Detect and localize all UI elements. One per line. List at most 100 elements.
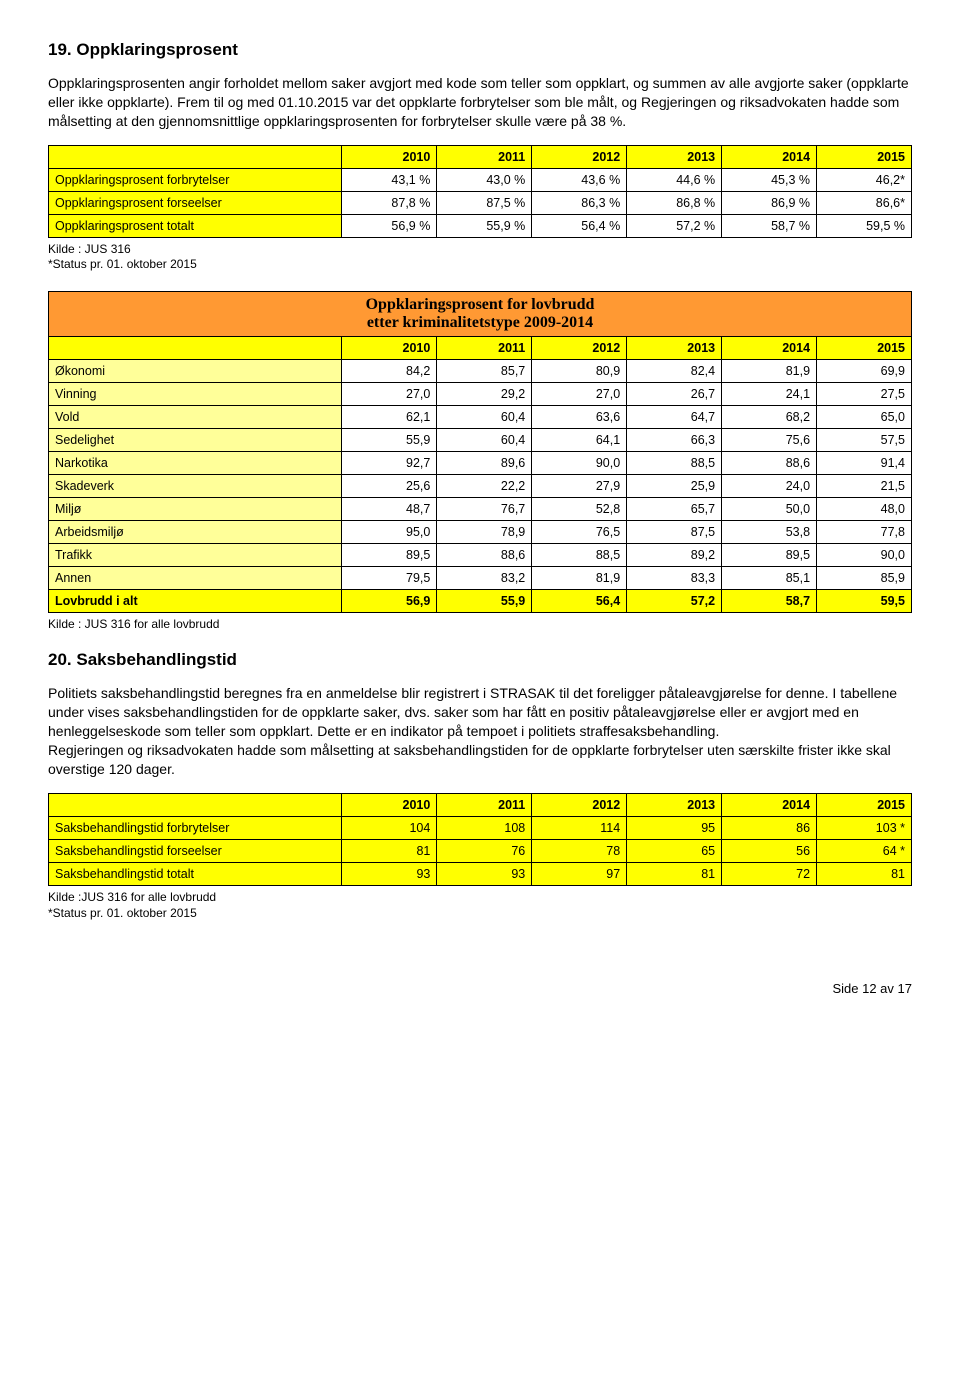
- row-label: Skadeverk: [49, 474, 342, 497]
- cell: 90,0: [817, 543, 912, 566]
- section19-heading: 19. Oppklaringsprosent: [48, 40, 912, 60]
- cell: 25,6: [342, 474, 437, 497]
- table-row: Narkotika92,789,690,088,588,691,4: [49, 451, 912, 474]
- cell: 89,2: [627, 543, 722, 566]
- cell: 91,4: [817, 451, 912, 474]
- year-header: 2013: [627, 336, 722, 359]
- cell: 58,7 %: [722, 214, 817, 237]
- table-row: Saksbehandlingstid forseelser 81 76 78 6…: [49, 839, 912, 862]
- cell: 25,9: [627, 474, 722, 497]
- cell: 89,5: [342, 543, 437, 566]
- cell: 58,7: [722, 589, 817, 612]
- table-oppklaringsprosent: 2010 2011 2012 2013 2014 2015 Oppklaring…: [48, 145, 912, 238]
- cell: 85,1: [722, 566, 817, 589]
- cell: 84,2: [342, 359, 437, 382]
- section20-heading: 20. Saksbehandlingstid: [48, 650, 912, 670]
- cell: 65,7: [627, 497, 722, 520]
- row-label: Sedelighet: [49, 428, 342, 451]
- cell: 64,7: [627, 405, 722, 428]
- cell: 83,2: [437, 566, 532, 589]
- cell: 27,5: [817, 382, 912, 405]
- cell: 86,8 %: [627, 191, 722, 214]
- cell: 81: [342, 839, 437, 862]
- total-label: Lovbrudd i alt: [49, 589, 342, 612]
- table-row: Miljø48,776,752,865,750,048,0: [49, 497, 912, 520]
- cell: 89,6: [437, 451, 532, 474]
- cell: 56,9 %: [342, 214, 437, 237]
- cell: 80,9: [532, 359, 627, 382]
- cell: 50,0: [722, 497, 817, 520]
- cell: 77,8: [817, 520, 912, 543]
- cell: 43,0 %: [437, 168, 532, 191]
- table-row: Vinning27,029,227,026,724,127,5: [49, 382, 912, 405]
- row-label: Oppklaringsprosent forbrytelser: [49, 168, 342, 191]
- cell: 81: [627, 862, 722, 885]
- blank-header: [49, 145, 342, 168]
- year-header: 2014: [722, 336, 817, 359]
- blank-header: [49, 793, 342, 816]
- cell: 21,5: [817, 474, 912, 497]
- row-label: Saksbehandlingstid forseelser: [49, 839, 342, 862]
- cell: 86,3 %: [532, 191, 627, 214]
- table1-caption: Kilde : JUS 316 *Status pr. 01. oktober …: [48, 242, 912, 273]
- year-header: 2014: [722, 145, 817, 168]
- cell: 81,9: [532, 566, 627, 589]
- cell: 57,2: [627, 589, 722, 612]
- cell: 88,6: [722, 451, 817, 474]
- row-label: Vinning: [49, 382, 342, 405]
- table-row: Oppklaringsprosent forbrytelser 43,1 % 4…: [49, 168, 912, 191]
- row-label: Oppklaringsprosent forseelser: [49, 191, 342, 214]
- table-row: Arbeidsmiljø95,078,976,587,553,877,8: [49, 520, 912, 543]
- row-label: Saksbehandlingstid forbrytelser: [49, 816, 342, 839]
- cell: 86,9 %: [722, 191, 817, 214]
- cell: 64 *: [817, 839, 912, 862]
- cell: 95: [627, 816, 722, 839]
- cell: 88,5: [532, 543, 627, 566]
- cell: 78: [532, 839, 627, 862]
- row-label: Narkotika: [49, 451, 342, 474]
- cell: 65,0: [817, 405, 912, 428]
- table-row: Annen79,583,281,983,385,185,9: [49, 566, 912, 589]
- year-header: 2013: [627, 793, 722, 816]
- table2-caption: Kilde : JUS 316 for alle lovbrudd: [48, 617, 912, 633]
- cell: 57,2 %: [627, 214, 722, 237]
- cell: 76: [437, 839, 532, 862]
- row-label: Økonomi: [49, 359, 342, 382]
- table-row: Saksbehandlingstid totalt 93 93 97 81 72…: [49, 862, 912, 885]
- cell: 88,5: [627, 451, 722, 474]
- year-header: 2011: [437, 793, 532, 816]
- cell: 95,0: [342, 520, 437, 543]
- cell: 48,7: [342, 497, 437, 520]
- cell: 104: [342, 816, 437, 839]
- cell: 45,3 %: [722, 168, 817, 191]
- year-header: 2011: [437, 336, 532, 359]
- year-header: 2011: [437, 145, 532, 168]
- cell: 85,7: [437, 359, 532, 382]
- table-row: Trafikk89,588,688,589,289,590,0: [49, 543, 912, 566]
- cell: 88,6: [437, 543, 532, 566]
- cell: 55,9: [437, 589, 532, 612]
- year-header: 2010: [342, 145, 437, 168]
- cell: 81: [817, 862, 912, 885]
- cell: 60,4: [437, 428, 532, 451]
- cell: 86,6*: [817, 191, 912, 214]
- cell: 89,5: [722, 543, 817, 566]
- cell: 66,3: [627, 428, 722, 451]
- table-saksbehandlingstid: 2010 2011 2012 2013 2014 2015 Saksbehand…: [48, 793, 912, 886]
- cell: 62,1: [342, 405, 437, 428]
- cell: 63,6: [532, 405, 627, 428]
- row-label: Miljø: [49, 497, 342, 520]
- table-row: Saksbehandlingstid forbrytelser 104 108 …: [49, 816, 912, 839]
- cell: 78,9: [437, 520, 532, 543]
- year-header: 2015: [817, 793, 912, 816]
- cell: 43,1 %: [342, 168, 437, 191]
- cell: 92,7: [342, 451, 437, 474]
- cell: 82,4: [627, 359, 722, 382]
- cell: 59,5: [817, 589, 912, 612]
- cell: 55,9: [342, 428, 437, 451]
- table-header-row: 2010 2011 2012 2013 2014 2015: [49, 793, 912, 816]
- cell: 72: [722, 862, 817, 885]
- cell: 79,5: [342, 566, 437, 589]
- year-header: 2014: [722, 793, 817, 816]
- row-label: Vold: [49, 405, 342, 428]
